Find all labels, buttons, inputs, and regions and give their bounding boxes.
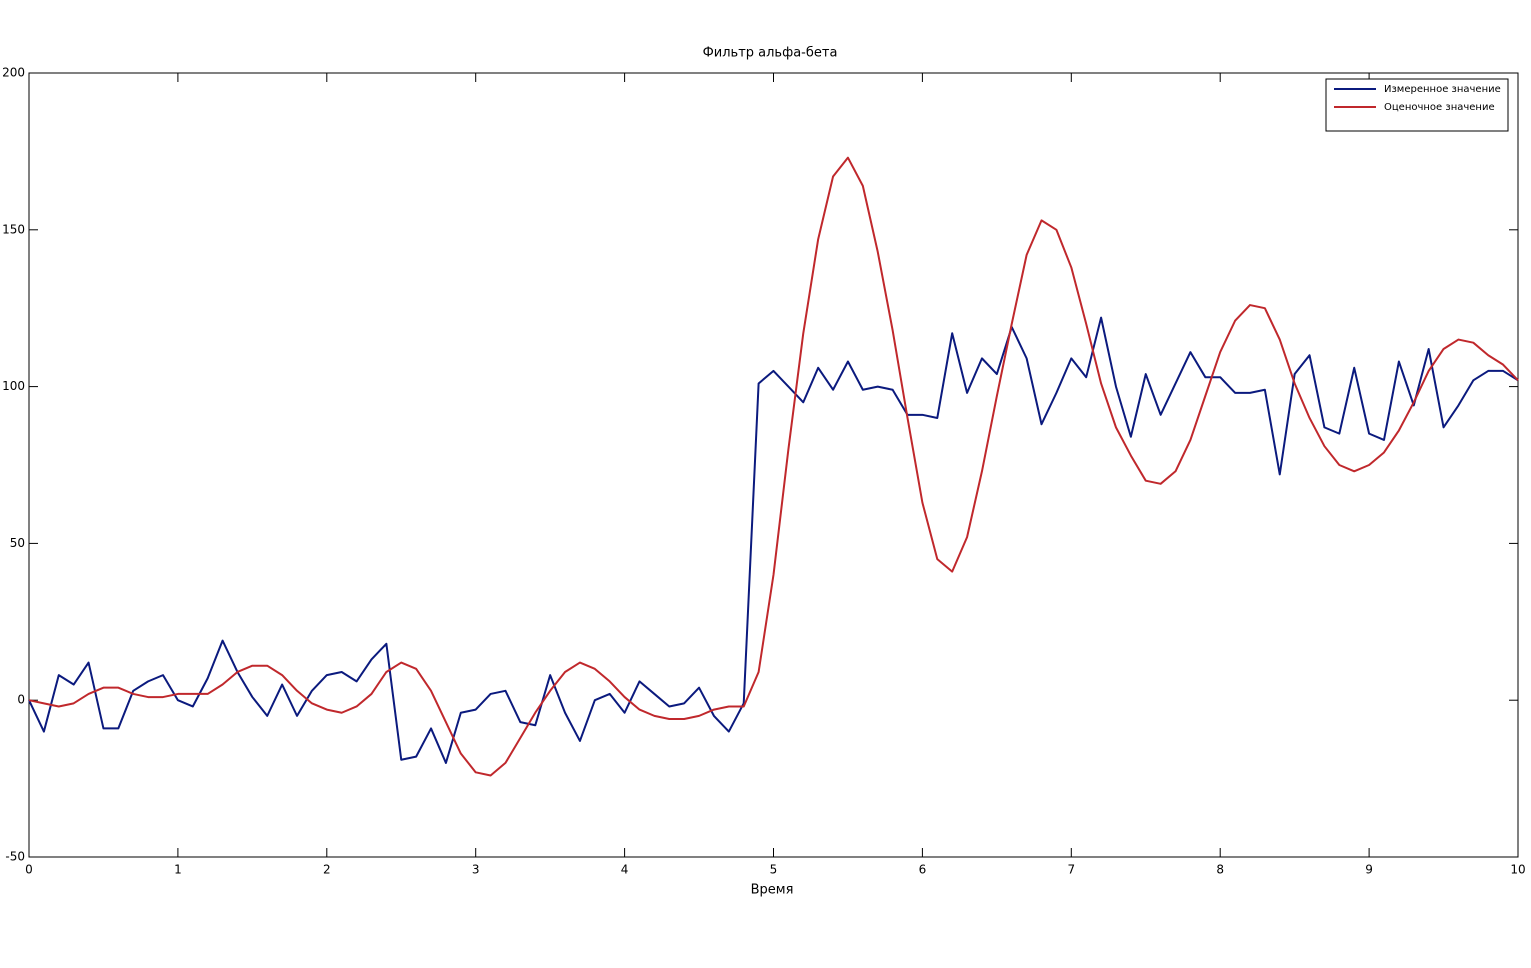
x-tick-label: 2 [323, 863, 331, 877]
y-tick-label: 150 [2, 222, 25, 236]
x-tick-label: 8 [1216, 863, 1224, 877]
series-line [28, 156, 1519, 777]
x-tick-label: 7 [1067, 863, 1075, 877]
legend-label: Измеренное значение [1384, 84, 1501, 95]
x-tick-label: 4 [621, 863, 629, 877]
x-axis-label: Время [751, 883, 794, 898]
series-line [28, 316, 1519, 764]
y-tick-label: 200 [2, 66, 25, 80]
legend-box [1325, 78, 1509, 132]
y-tick-label: 50 [10, 536, 25, 550]
x-tick-label: 1 [174, 863, 182, 877]
x-tick-label: 3 [472, 863, 480, 877]
chart-title: Фильтр альфа-бета [703, 46, 838, 61]
legend-label: Оценочное значение [1384, 102, 1495, 113]
y-tick-label: -50 [5, 850, 25, 864]
y-tick-label: 100 [2, 379, 25, 393]
x-tick-label: 5 [770, 863, 778, 877]
y-tick-label: 0 [17, 693, 25, 707]
x-tick-label: 0 [25, 863, 33, 877]
legend: Измеренное значение Оценочное значение [1325, 78, 1509, 132]
x-tick-label: 6 [919, 863, 927, 877]
x-tick-label: 9 [1365, 863, 1373, 877]
x-tick-label: 10 [1510, 863, 1525, 877]
